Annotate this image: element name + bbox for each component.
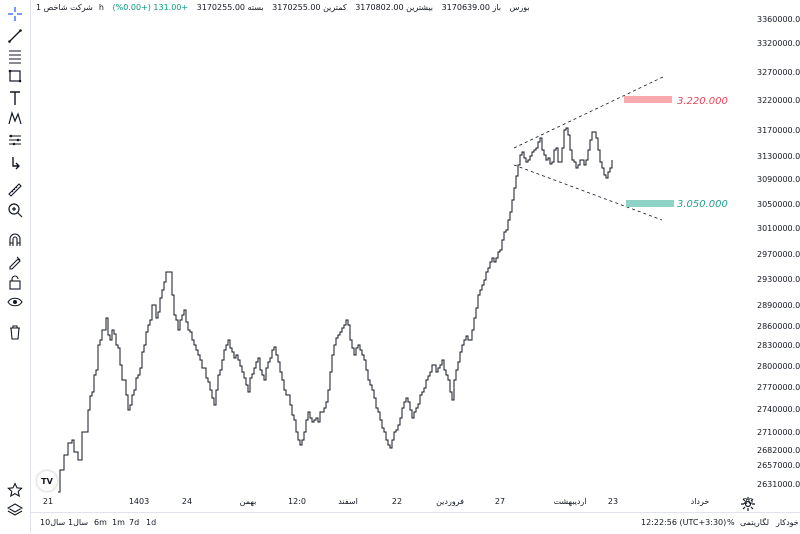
price-tick-label: 2657000.00 <box>757 461 800 470</box>
timeframe-1d[interactable]: 1d <box>146 518 157 527</box>
price-tick-label: 2890000.00 <box>757 301 800 310</box>
star-icon[interactable] <box>5 480 25 500</box>
percent-toggle[interactable]: % <box>727 518 735 527</box>
change-value: +131.00 (+0.00%) <box>112 3 189 12</box>
time-axis[interactable]: 21 1403 24 بهمن 12:0 اسفند 22 فروردین 27 اردیبهشت… <box>30 494 770 508</box>
price-tick-label: 2860000.00 <box>757 322 800 331</box>
symbol-legend: شرکت شاخص 1h بورس باز 3170639.00 بیشترین… <box>36 3 536 12</box>
time-tick-label: 23 <box>607 497 619 506</box>
price-tick-label: 2970000.00 <box>757 250 800 259</box>
time-tick-label: 22 <box>391 497 403 506</box>
upper-level-box <box>624 96 672 103</box>
time-tick-label: اسفند <box>338 497 358 506</box>
price-series-line <box>58 127 613 493</box>
time-tick-label: خرداد <box>690 497 710 506</box>
clock[interactable]: 12:22:56 (UTC+3:30) <box>641 518 727 527</box>
log-toggle[interactable]: لگاریتمی <box>740 518 770 527</box>
price-tick-label: 3130000.00 <box>757 152 800 161</box>
pattern-icon[interactable] <box>5 108 25 128</box>
upper-level-label: 3.220.000 <box>677 96 728 107</box>
exchange-label: بورس <box>509 3 530 12</box>
timeframe-1m[interactable]: 1m <box>112 518 125 527</box>
fib-icon[interactable] <box>5 46 25 66</box>
trendline-icon[interactable] <box>5 26 25 46</box>
price-tick-label: 3090000.00 <box>757 175 800 184</box>
interval-label: 1h <box>36 3 104 12</box>
text-icon[interactable] <box>5 88 25 108</box>
lower-level-box <box>626 200 674 207</box>
price-tick-label: 3010000.00 <box>757 224 800 233</box>
pencil-lock-icon[interactable] <box>5 252 25 272</box>
prediction-icon[interactable] <box>5 130 25 150</box>
symbol-name[interactable]: شرکت شاخص <box>43 3 93 12</box>
eye-icon[interactable] <box>5 292 25 312</box>
magnet-icon[interactable] <box>5 230 25 250</box>
price-tick-label: 3170000.00 <box>757 126 800 135</box>
upper-trendline <box>513 75 666 149</box>
price-chart[interactable]: 3.220.000 3.050.000 <box>30 0 800 495</box>
time-tick-label: 27 <box>494 497 506 506</box>
time-tick-label: 1403 <box>128 497 150 506</box>
time-tick-label: فروردین <box>436 497 464 506</box>
lower-level-label: 3.050.000 <box>677 199 728 210</box>
open-value: باز 3170639.00 <box>441 3 502 12</box>
price-tick-label: 3360000.00 <box>757 15 800 24</box>
layers-icon[interactable] <box>5 500 25 520</box>
price-tick-label: 3320000.00 <box>757 39 800 48</box>
zoom-in-icon[interactable] <box>5 200 25 220</box>
high-value: بیشترین 3170802.00 <box>355 3 434 12</box>
ruler-icon[interactable] <box>5 180 25 200</box>
time-tick-label: اردیبهشت <box>553 497 587 506</box>
price-tick-label: 3220000.00 <box>757 96 800 105</box>
close-value: بسته 3170255.00 <box>196 3 264 12</box>
price-tick-label: 3050000.00 <box>757 200 800 209</box>
price-tick-label: 2800000.00 <box>757 362 800 371</box>
time-tick-label: 21 <box>42 497 54 506</box>
arrow-icon[interactable] <box>5 152 25 172</box>
price-tick-label: 2682000.00 <box>757 446 800 455</box>
time-tick-label: 12:0 <box>288 497 306 506</box>
price-tick-label: 2631000.00 <box>757 480 800 489</box>
price-tick-label: 2930000.00 <box>757 275 800 284</box>
price-tick-label: 2740000.00 <box>757 405 800 414</box>
settings-gear-icon[interactable] <box>738 494 758 514</box>
timeframe-10y[interactable]: 10سال <box>40 518 66 527</box>
price-tick-label: 2770000.00 <box>757 383 800 392</box>
price-tick-label: 3270000.00 <box>757 68 800 77</box>
low-value: کمترین 3170255.00 <box>272 3 347 12</box>
time-tick-label: 24 <box>181 497 193 506</box>
timeframe-6m[interactable]: 6m <box>94 518 107 527</box>
timeframe-1y[interactable]: 1سال <box>68 518 89 527</box>
price-tick-label: 2830000.00 <box>757 341 800 350</box>
price-tick-label: 2710000.00 <box>757 428 800 437</box>
tradingview-logo[interactable]: TV <box>37 471 57 491</box>
crosshair-icon[interactable] <box>5 4 25 24</box>
drawing-toolbar <box>0 0 31 533</box>
bottom-toolbar: 10سال 1سال 6m 1m 7d 1d 12:22:56 (UTC+3:3… <box>30 512 800 534</box>
time-tick-label: بهمن <box>239 497 257 506</box>
lock-icon[interactable] <box>5 272 25 292</box>
timeframe-7d[interactable]: 7d <box>129 518 140 527</box>
trash-icon[interactable] <box>5 322 25 342</box>
auto-toggle[interactable]: خودکار <box>776 518 799 527</box>
lower-trendline <box>513 164 663 221</box>
rectangle-icon[interactable] <box>5 66 25 86</box>
